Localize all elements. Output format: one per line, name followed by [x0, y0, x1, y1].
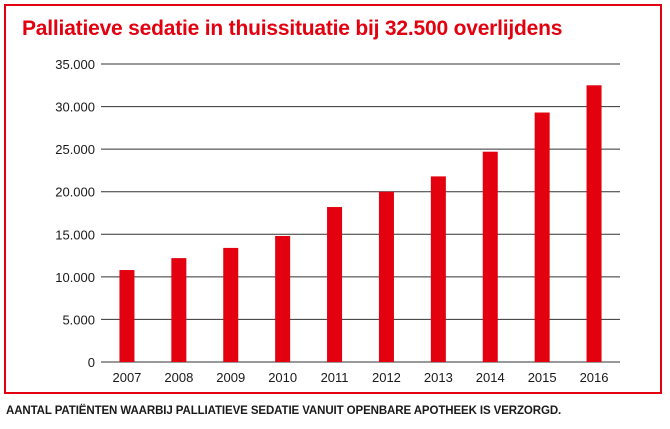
bar: [482, 151, 498, 362]
y-tick-label: 5.000: [62, 312, 95, 327]
y-tick-label: 0: [88, 355, 95, 370]
bar: [430, 176, 446, 362]
x-tick-label: 2008: [164, 370, 193, 385]
y-tick-label: 20.000: [55, 185, 95, 200]
bar: [275, 235, 291, 362]
bar: [171, 258, 187, 362]
x-tick-label: 2014: [476, 370, 505, 385]
chart-caption: AANTAL PATIËNTEN WAARBIJ PALLIATIEVE SED…: [6, 405, 562, 417]
x-tick-label: 2013: [424, 370, 453, 385]
x-tick-label: 2007: [112, 370, 141, 385]
chart-frame: [4, 4, 662, 394]
y-tick-label: 35.000: [55, 57, 95, 72]
x-tick-label: 2015: [528, 370, 557, 385]
x-tick-label: 2011: [321, 370, 349, 385]
y-tick-label: 30.000: [55, 100, 95, 115]
bar: [378, 191, 394, 362]
bar: [586, 85, 602, 363]
bar: [534, 112, 550, 362]
bar: [223, 247, 239, 362]
chart-title: Palliatieve sedatie in thuissituatie bij…: [22, 17, 563, 40]
y-tick-label: 25.000: [55, 142, 95, 157]
bar-chart: 0 5.000 10.000 15.000 20.000 25.000 30.000 35.0…: [55, 57, 620, 385]
bar: [119, 270, 135, 362]
bar: [327, 207, 343, 362]
x-tick-label: 2010: [268, 370, 297, 385]
y-tick-label: 15.000: [55, 227, 95, 242]
x-tick-label: 2016: [580, 370, 609, 385]
y-tick-label: 10.000: [55, 270, 95, 285]
x-tick-label: 2012: [372, 370, 401, 385]
x-tick-label: 2009: [216, 370, 245, 385]
